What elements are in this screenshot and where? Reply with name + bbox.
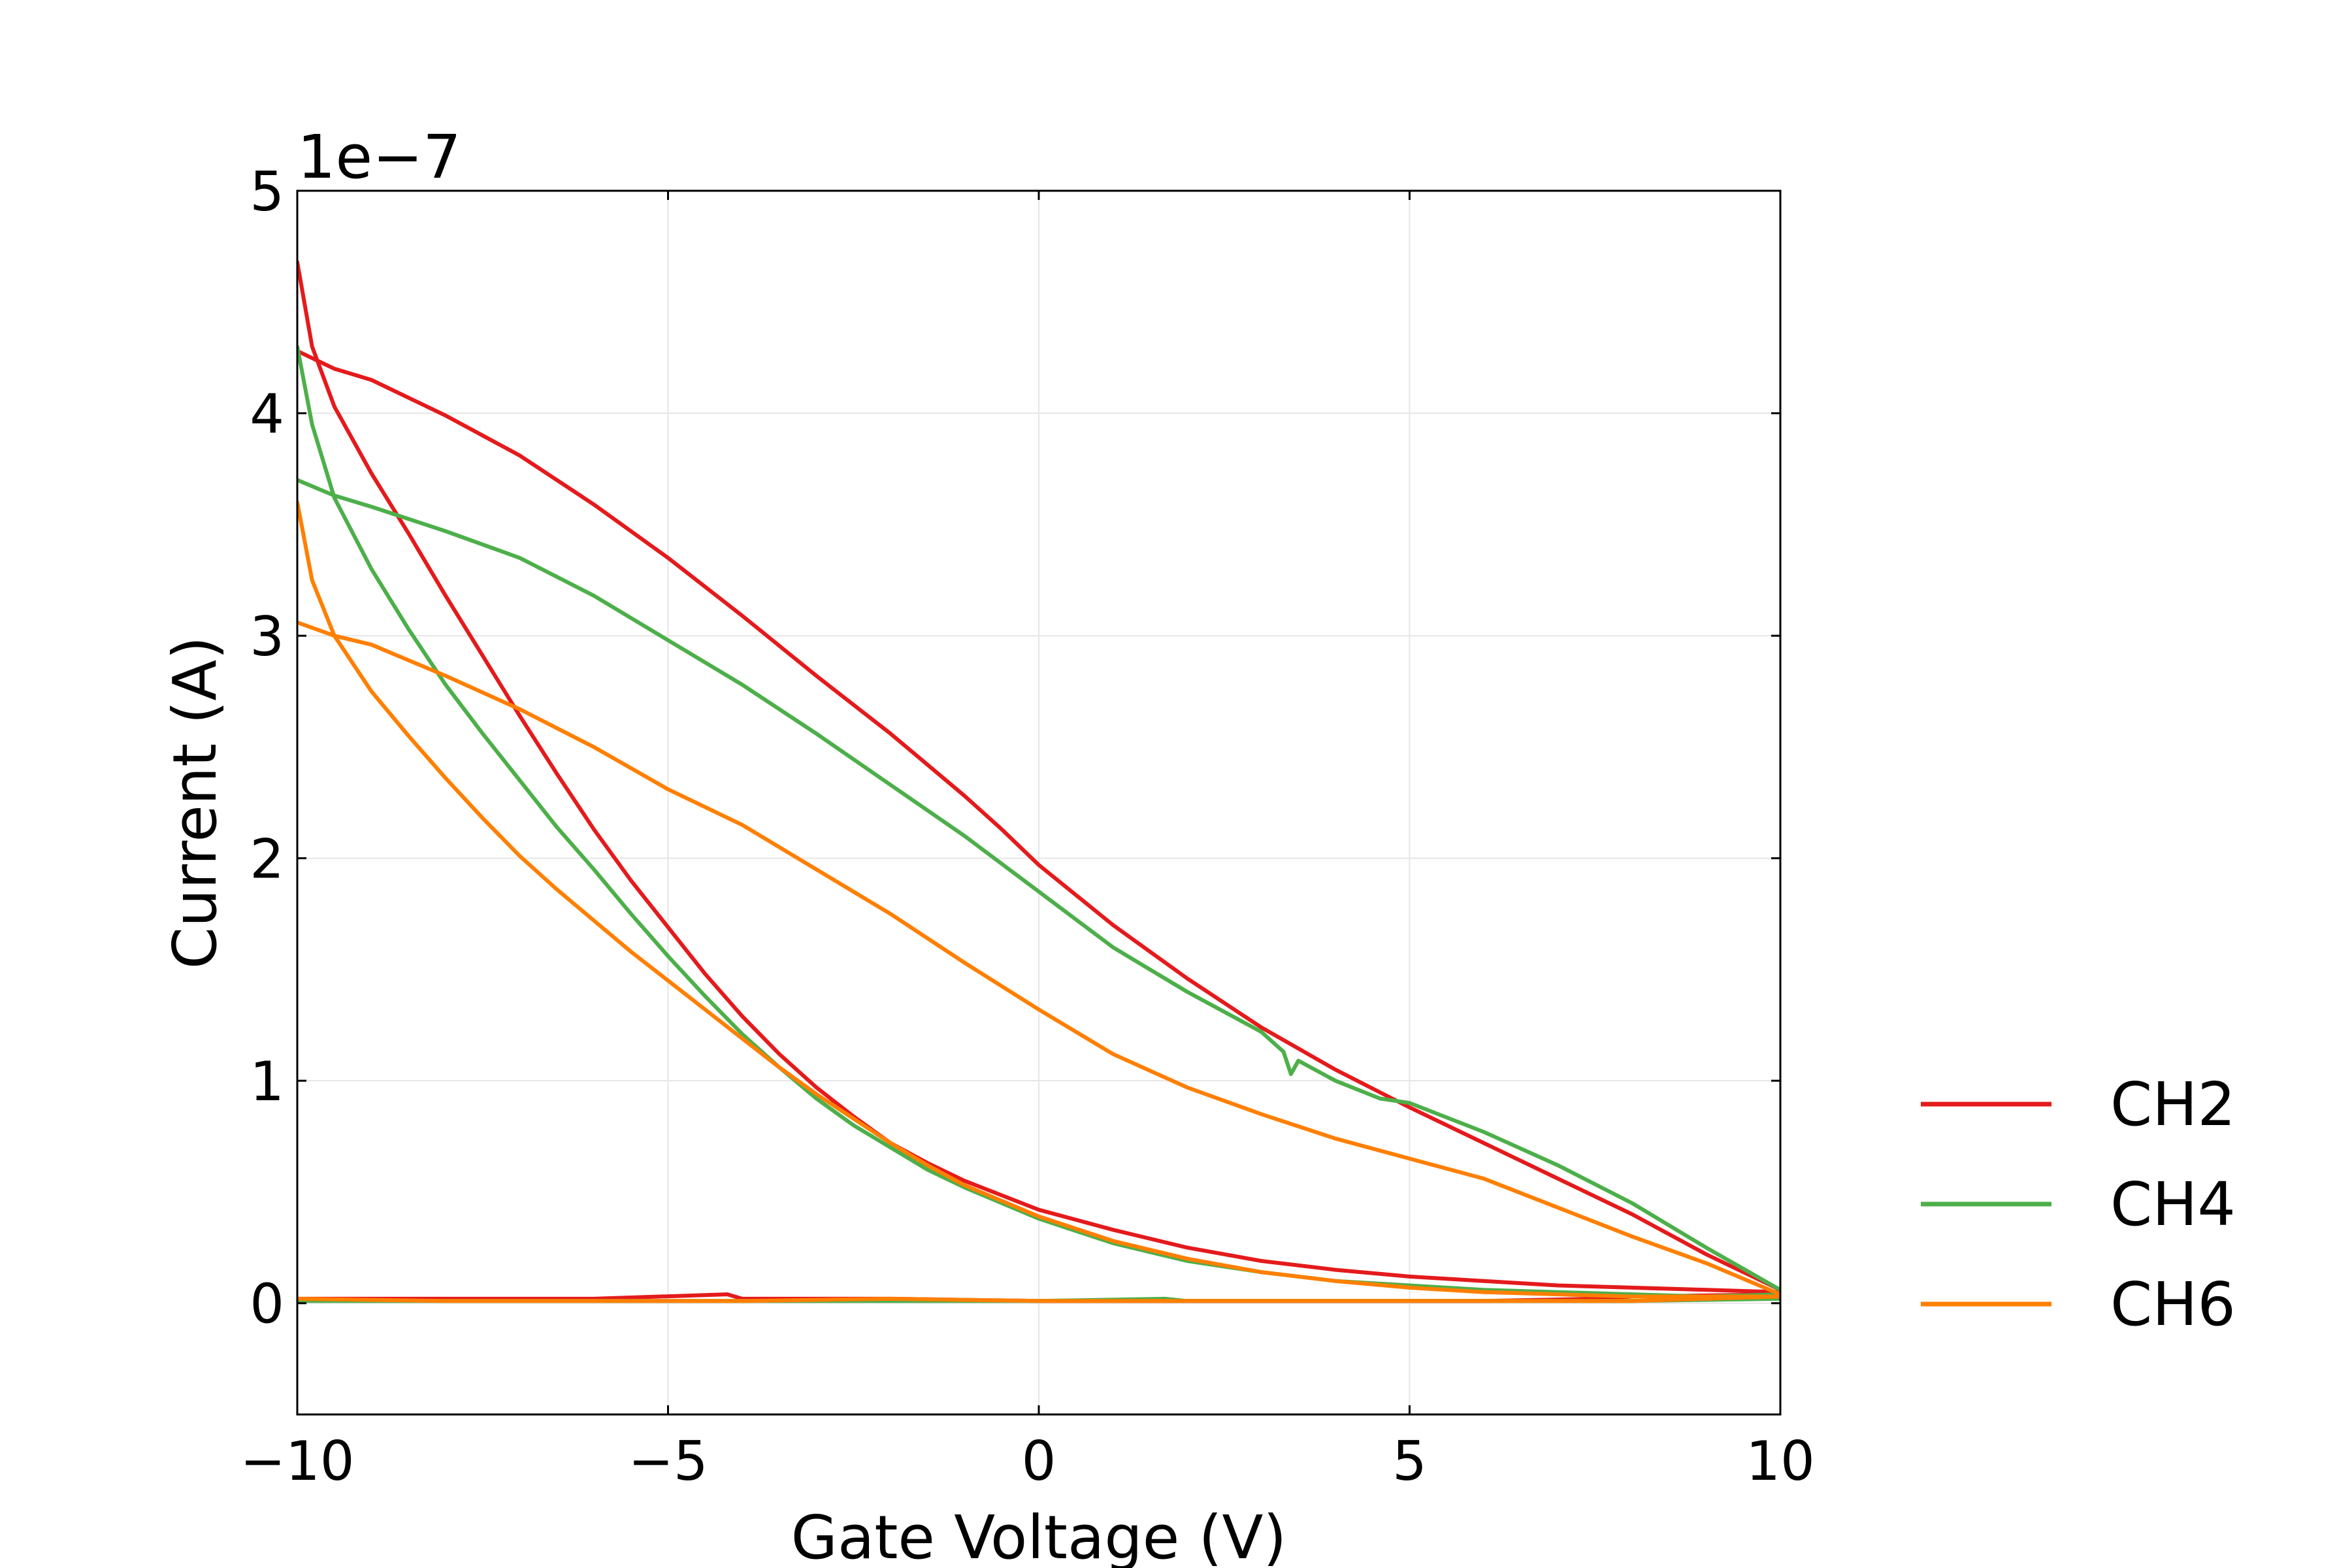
- x-tick-label: 0: [1022, 1429, 1056, 1493]
- tick-labels: −10 −5 0 5 10 0 1 2 3 4 5: [240, 160, 1814, 1493]
- y-tick-label: 1: [250, 1050, 284, 1113]
- series-line-ch4: [297, 478, 1780, 1292]
- legend-label-ch6: CH6: [2110, 1269, 2236, 1339]
- legend: CH2 CH4 CH6: [1921, 1070, 2236, 1339]
- y-axis-offset-label: 1e−7: [297, 122, 461, 192]
- x-tick-label: 5: [1392, 1429, 1427, 1493]
- y-tick-label: 0: [250, 1273, 284, 1336]
- grid-lines: [297, 190, 1781, 1414]
- series-line-ch6: [297, 1294, 1780, 1303]
- series-lines: [297, 260, 1780, 1303]
- series-line-ch4: [297, 344, 1780, 1299]
- x-tick-label: −10: [240, 1429, 354, 1493]
- y-tick-label: 4: [250, 383, 284, 446]
- x-axis-label: Gate Voltage (V): [791, 1503, 1287, 1568]
- y-tick-label: 2: [250, 828, 284, 891]
- axis-ticks: [296, 189, 1782, 1414]
- series-line-ch2: [297, 349, 1780, 1292]
- series-line-ch6: [297, 500, 1780, 1299]
- x-tick-label: −5: [628, 1429, 708, 1493]
- series-line-ch6: [297, 620, 1780, 1297]
- legend-label-ch2: CH2: [2110, 1070, 2236, 1139]
- series-line-ch2: [297, 260, 1780, 1294]
- x-tick-label: 10: [1746, 1429, 1815, 1493]
- legend-label-ch4: CH4: [2110, 1169, 2236, 1239]
- y-tick-label: 3: [250, 605, 284, 668]
- series-ch6: [297, 500, 1780, 1303]
- y-axis-label: Current (A): [160, 636, 230, 970]
- y-tick-label: 5: [250, 160, 284, 223]
